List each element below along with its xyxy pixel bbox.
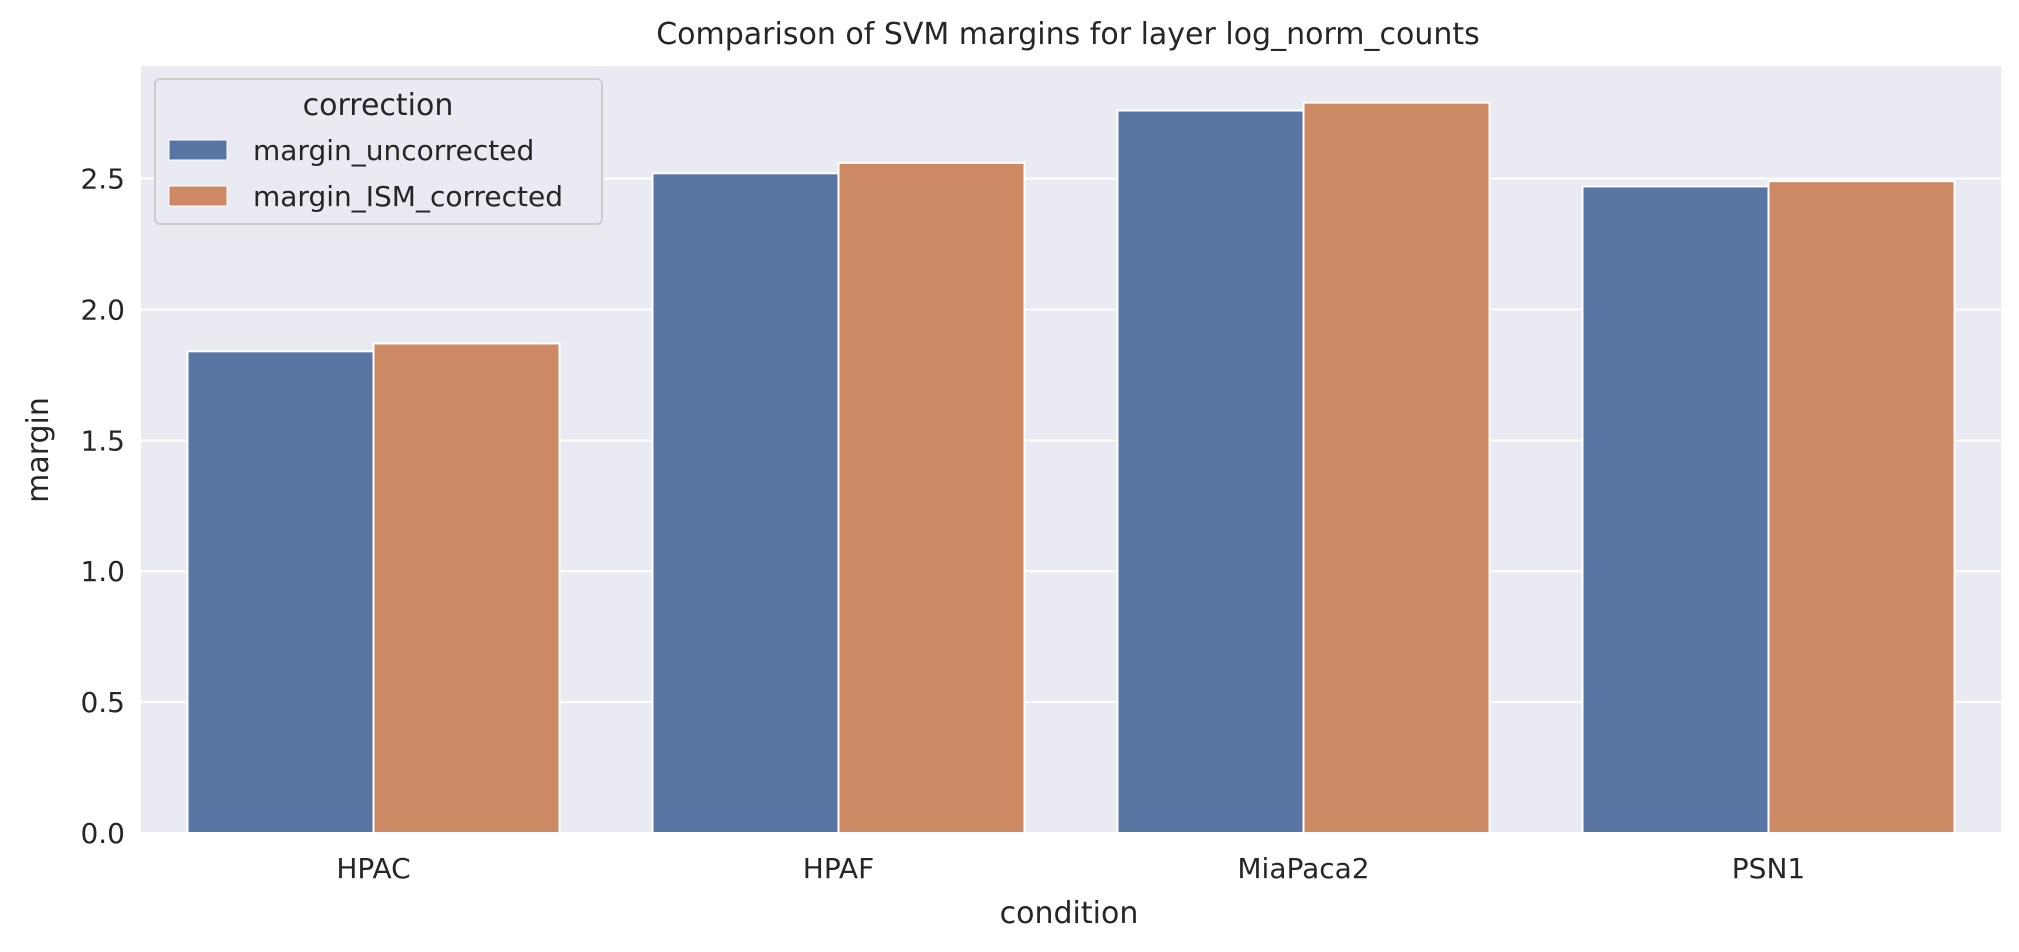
bar-HPAF-margin_uncorrected <box>651 172 840 835</box>
x-axis-label: condition <box>1000 896 1139 931</box>
y-tick-label: 1.5 <box>80 424 125 457</box>
y-axis-ticks: 0.0 0.5 1.0 1.5 2.0 2.5 <box>80 163 125 850</box>
legend-box <box>154 78 603 225</box>
legend-swatch <box>168 185 228 207</box>
x-axis-ticks: HPAC HPAF MiaPaca2 PSN1 <box>336 852 1805 885</box>
bar-HPAC-margin_ISM_corrected <box>372 342 561 834</box>
bar-PSN1-margin_ISM_corrected <box>1767 180 1956 834</box>
bar-HPAF-margin_ISM_corrected <box>837 161 1026 835</box>
y-axis-label: margin <box>21 397 56 503</box>
legend: correction margin_uncorrected margin_ISM_… <box>154 78 603 225</box>
y-tick-label: 0.0 <box>80 817 125 850</box>
legend-title: correction <box>303 88 454 123</box>
y-tick-label: 2.5 <box>80 163 125 196</box>
legend-entry: margin_ISM_corrected <box>253 180 563 213</box>
bar-HPAC-margin_uncorrected <box>186 350 375 834</box>
y-tick-label: 0.5 <box>80 686 125 719</box>
x-tick-label: MiaPaca2 <box>1237 852 1369 885</box>
chart-title: Comparison of SVM margins for layer log_… <box>656 17 1480 52</box>
bars <box>186 101 1956 835</box>
y-tick-label: 1.0 <box>80 555 125 588</box>
bar-PSN1-margin_uncorrected <box>1581 185 1770 834</box>
bar-MiaPaca2-margin_uncorrected <box>1116 109 1305 834</box>
x-tick-label: PSN1 <box>1732 852 1805 885</box>
x-tick-label: HPAF <box>803 852 874 885</box>
legend-swatch <box>168 139 228 161</box>
legend-entry: margin_uncorrected <box>253 134 534 167</box>
x-tick-label: HPAC <box>336 852 410 885</box>
bar-MiaPaca2-margin_ISM_corrected <box>1302 101 1491 835</box>
y-tick-label: 2.0 <box>80 293 125 326</box>
